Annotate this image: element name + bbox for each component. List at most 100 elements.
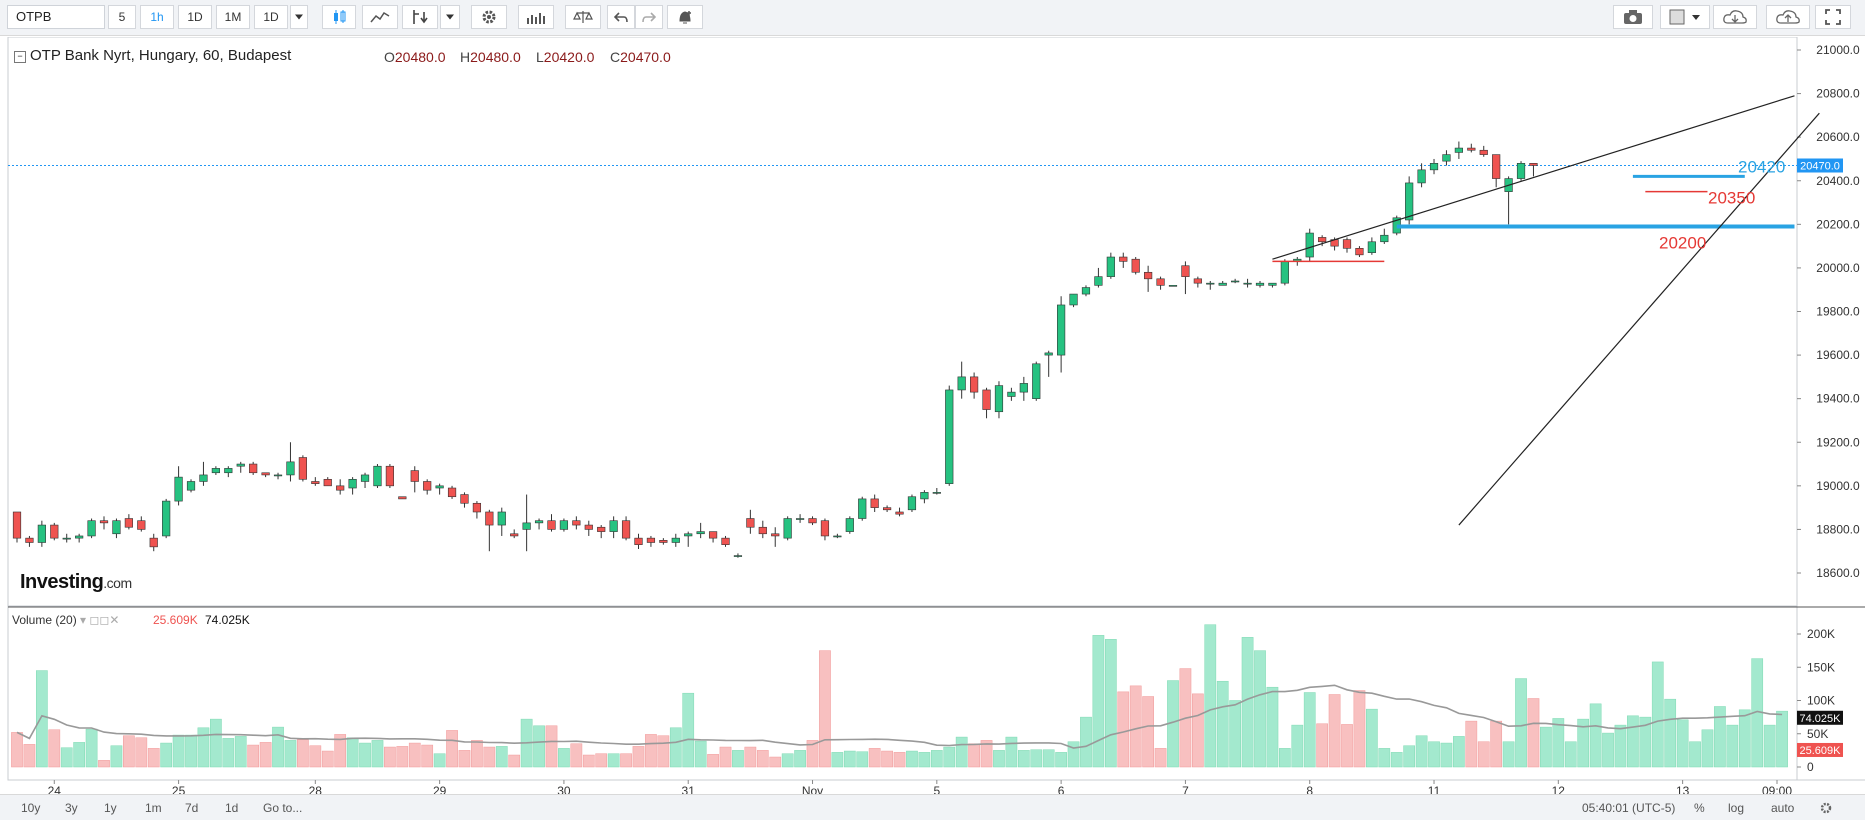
candle-body [1405, 182, 1414, 221]
balance-scale-icon[interactable] [565, 5, 601, 29]
time-tick-label: 6 [1058, 784, 1065, 794]
time-tick-label: 12 [1552, 784, 1566, 794]
candle-body [721, 537, 730, 545]
volume-bar [309, 745, 322, 768]
undo-icon[interactable] [607, 5, 635, 29]
volume-bar [1241, 637, 1254, 768]
bar-chart-icon[interactable] [518, 5, 554, 29]
alert-bell-icon[interactable] [667, 5, 703, 29]
volume-bar [1701, 729, 1714, 768]
fullscreen-icon[interactable] [1815, 5, 1851, 29]
compare-dropdown-icon[interactable] [440, 5, 460, 29]
volume-bar [1229, 700, 1241, 768]
percent-toggle[interactable]: % [1694, 801, 1705, 815]
interval-1d-secondary[interactable]: 1D [254, 5, 288, 29]
volume-settings-icon[interactable]: ▾ ◻◻✕ [80, 613, 120, 627]
candle-body [634, 537, 643, 545]
candle-body [1380, 234, 1389, 243]
candle-body [758, 526, 767, 535]
candle-body [597, 526, 606, 532]
candle-body [1206, 282, 1215, 285]
volume-bar [1552, 718, 1565, 768]
candle-body [1032, 363, 1041, 399]
interval-dropdown-icon[interactable] [290, 5, 308, 29]
candle-body [1168, 285, 1178, 287]
price-tick-label: 19400.0 [1816, 392, 1860, 406]
ohlc-close: C20470.0 [610, 49, 671, 65]
log-toggle[interactable]: log [1728, 801, 1745, 815]
volume-bar [1254, 650, 1266, 768]
candle-body [1342, 239, 1352, 249]
interval-1d[interactable]: 1D [178, 5, 212, 29]
candle-body [1454, 147, 1463, 153]
price-chart[interactable]: 21000.0 20800.0 20600.0 20400.0 20200.0 20000… [0, 37, 1865, 794]
settings-gear-icon[interactable] [471, 5, 507, 29]
redo-icon[interactable] [635, 5, 663, 29]
goto-button[interactable]: Go to... [263, 801, 303, 815]
candle-body [833, 535, 842, 538]
volume-bar [607, 753, 620, 768]
candle-body [882, 507, 892, 511]
range-10y[interactable]: 10y [21, 801, 41, 815]
candle-body [510, 533, 519, 537]
chart-area[interactable]: 21000.0 20800.0 20600.0 20400.0 20200.0 20000… [0, 37, 1865, 807]
indicators-icon[interactable] [362, 5, 398, 29]
candle-body [1044, 352, 1053, 356]
candle-body [398, 496, 407, 500]
collapse-icon[interactable]: − [14, 51, 26, 63]
volume-bar [881, 750, 893, 768]
cloud-upload-icon[interactable] [1766, 5, 1810, 29]
candle-body [870, 498, 879, 508]
range-1d[interactable]: 1d [225, 801, 239, 815]
volume-bar [1216, 680, 1229, 768]
symbol-input[interactable]: OTPB [7, 5, 105, 29]
price-tick-label: 20800.0 [1816, 87, 1860, 101]
volume-bar [234, 736, 247, 768]
layout-square-icon[interactable] [1660, 5, 1710, 29]
volume-bar [694, 740, 707, 768]
candle-body [1231, 280, 1240, 283]
volume-bar [1291, 724, 1304, 768]
volume-ma-value: 74.025K [205, 613, 250, 627]
volume-bar [831, 752, 844, 768]
interval-1h[interactable]: 1h [140, 5, 174, 29]
price-tick-label: 18800.0 [1816, 522, 1860, 536]
chart-settings-icon[interactable] [1819, 801, 1833, 818]
volume-bar [1204, 624, 1217, 768]
time-tick-label: 29 [433, 784, 447, 794]
candle-body [75, 535, 84, 539]
volume-bar [819, 650, 831, 768]
volume-bar [1005, 736, 1018, 768]
annotation-label-20350: 20350 [1708, 189, 1755, 208]
candle-body [1467, 147, 1476, 151]
compare-icon[interactable] [402, 5, 438, 29]
candle-body [1193, 278, 1202, 284]
volume-ma-marker [1797, 710, 1843, 725]
volume-bar [781, 753, 794, 768]
interval-1m[interactable]: 1M [216, 5, 250, 29]
volume-bar [297, 739, 309, 768]
volume-bar [197, 727, 210, 768]
volume-bar [1502, 741, 1515, 768]
interval-5[interactable]: 5 [108, 5, 136, 29]
range-1m[interactable]: 1m [145, 801, 162, 815]
range-1y[interactable]: 1y [104, 801, 117, 815]
volume-bar [185, 734, 197, 768]
camera-icon[interactable] [1613, 5, 1653, 29]
candle-body [1144, 271, 1153, 280]
range-3y[interactable]: 3y [65, 801, 78, 815]
candle-body [659, 540, 668, 543]
range-7d[interactable]: 7d [185, 801, 199, 815]
auto-toggle[interactable]: auto [1771, 801, 1795, 815]
candle-body [261, 472, 270, 476]
volume-bar [1341, 724, 1353, 768]
cloud-download-icon[interactable] [1713, 5, 1757, 29]
volume-bar [1651, 661, 1664, 768]
volume-tick-label: 50K [1807, 727, 1828, 741]
volume-bar [1378, 748, 1391, 768]
volume-bar [135, 737, 148, 768]
price-pane-border [7, 37, 1798, 607]
candle-style-icon[interactable] [322, 5, 356, 29]
volume-bar [85, 728, 98, 768]
candle-body [1069, 293, 1078, 306]
